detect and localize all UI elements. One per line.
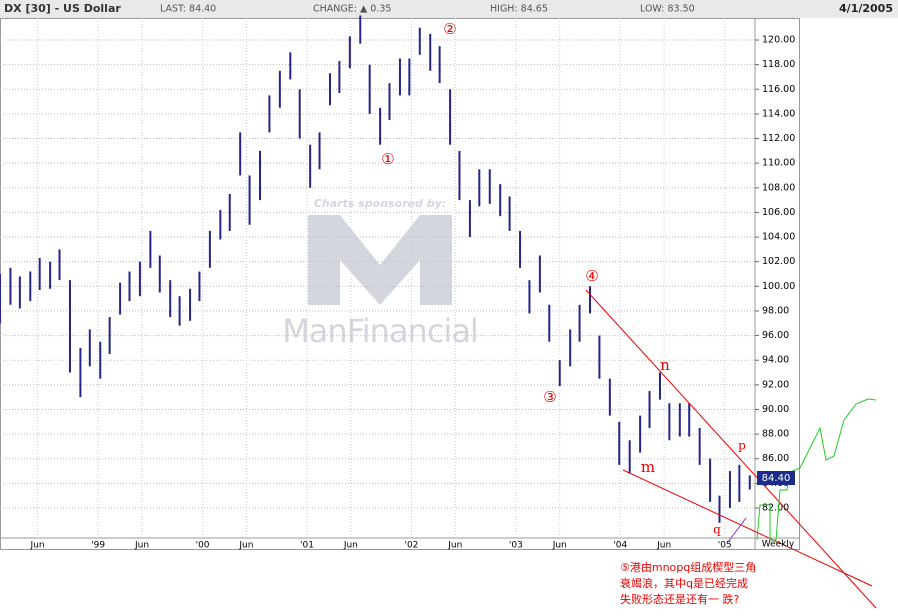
y-tick-label: 120.00 <box>762 35 795 46</box>
x-tick-label: '03 <box>509 541 523 551</box>
annotation: ① <box>381 150 394 168</box>
change: CHANGE: ▲ 0.35 <box>313 4 391 15</box>
y-tick-label: 92.00 <box>762 379 789 390</box>
trendline <box>622 469 873 587</box>
y-tick-label: 106.00 <box>762 207 795 218</box>
note: 衰竭浪，其中q是已经完成 <box>620 576 748 590</box>
annotation: ② <box>443 20 456 38</box>
x-tick-label: '99 <box>91 541 105 551</box>
y-tick-label: 116.00 <box>762 84 795 95</box>
x-tick-label: Jun <box>134 541 149 551</box>
last: LAST: 84.40 <box>160 4 216 15</box>
y-tick-label: 88.00 <box>762 429 789 440</box>
annotation: p <box>738 439 746 453</box>
high: HIGH: 84.65 <box>490 4 548 15</box>
y-tick-label: 104.00 <box>762 232 795 243</box>
header-bar <box>0 0 898 18</box>
annotation: ③ <box>543 388 556 406</box>
last-label: 84.40 <box>762 473 791 484</box>
x-tick-label: Jun <box>30 541 45 551</box>
y-tick-label: 96.00 <box>762 330 789 341</box>
annotation: q <box>713 523 721 537</box>
x-tick-label: Jun <box>656 541 671 551</box>
low: LOW: 83.50 <box>640 4 695 15</box>
y-tick-label: 90.00 <box>762 404 789 415</box>
trendline <box>585 289 877 609</box>
x-tick-label: Jun <box>238 541 253 551</box>
x-tick-label: '05 <box>718 541 732 551</box>
y-tick-label: 108.00 <box>762 182 795 193</box>
logo <box>308 215 452 305</box>
y-tick-label: 118.00 <box>762 59 795 70</box>
y-tick-label: 98.00 <box>762 305 789 316</box>
y-tick-label: 82.00 <box>762 502 789 513</box>
x-tick-label: Jun <box>552 541 567 551</box>
y-tick-label: 114.00 <box>762 108 795 119</box>
symbol: DX [30] - US Dollar <box>4 2 121 15</box>
y-tick-label: 110.00 <box>762 158 795 169</box>
projection <box>756 398 877 541</box>
annotation: ④ <box>585 267 598 285</box>
sponsor: Charts sponsored by: <box>314 197 446 210</box>
date: 4/1/2005 <box>839 2 893 15</box>
brand: ManFinancial <box>282 312 478 350</box>
y-tick-label: 102.00 <box>762 256 795 267</box>
note: 失败形态还是还有一 跌? <box>620 592 739 606</box>
y-tick-label: 94.00 <box>762 355 789 366</box>
trendline <box>727 517 747 543</box>
last-box <box>757 471 795 485</box>
period: Weekly <box>762 540 795 550</box>
y-tick-label: 86.00 <box>762 453 789 464</box>
x-tick-label: Jun <box>447 541 462 551</box>
x-tick-label: Jun <box>343 541 358 551</box>
x-tick-label: '04 <box>613 541 627 551</box>
note: ⑤港由mnopq组成楔型三角 <box>620 560 756 574</box>
x-tick-label: '01 <box>300 541 314 551</box>
y-tick-label: 112.00 <box>762 133 795 144</box>
annotation: m <box>641 458 655 476</box>
annotation: n <box>660 356 670 374</box>
watermark: Charts sponsored by: ManFinancial <box>282 197 479 350</box>
x-tick-label: '00 <box>196 541 210 551</box>
x-tick-label: '02 <box>404 541 418 551</box>
y-tick-label: 100.00 <box>762 281 795 292</box>
